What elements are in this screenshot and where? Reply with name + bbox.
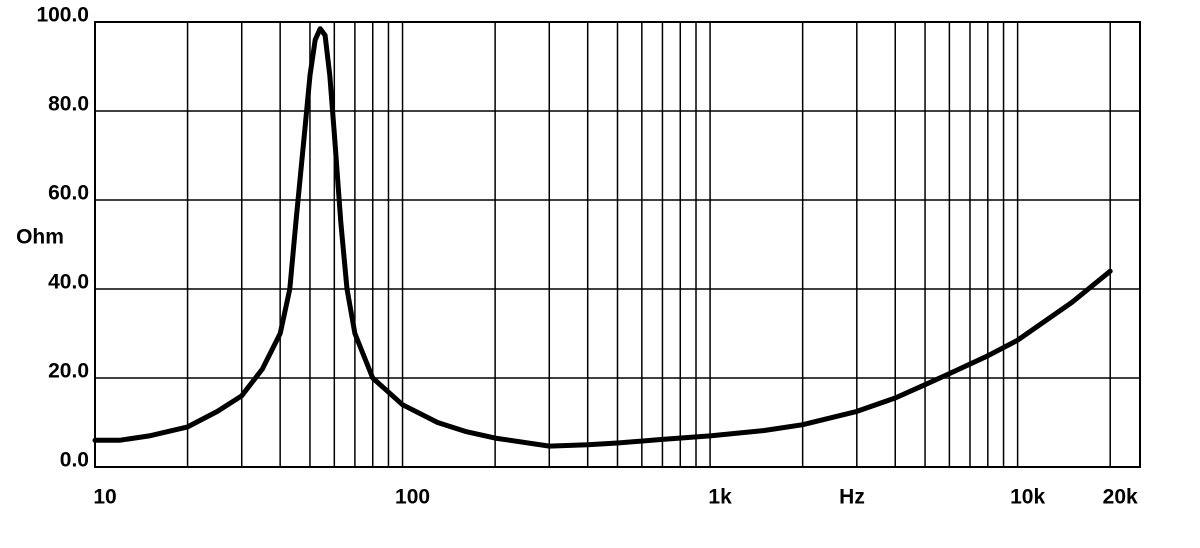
y-tick-label: 0.0 xyxy=(60,449,89,472)
y-tick-label: 60.0 xyxy=(48,182,89,205)
y-axis-label: Ohm xyxy=(16,226,64,249)
y-tick-label: 80.0 xyxy=(48,93,89,116)
x-tick-label: 1k xyxy=(708,486,732,509)
y-tick-label: 20.0 xyxy=(48,360,89,383)
x-tick-label: 20k xyxy=(1103,486,1138,509)
y-tick-label: 100.0 xyxy=(36,4,89,27)
plot-border xyxy=(94,21,1141,468)
x-tick-label: 10k xyxy=(1010,486,1045,509)
x-axis-label: Hz xyxy=(839,486,865,509)
x-tick-label: 10 xyxy=(93,486,116,509)
y-tick-label: 40.0 xyxy=(48,271,89,294)
x-tick-label: 100 xyxy=(395,486,430,509)
impedance-curve xyxy=(92,26,1113,449)
